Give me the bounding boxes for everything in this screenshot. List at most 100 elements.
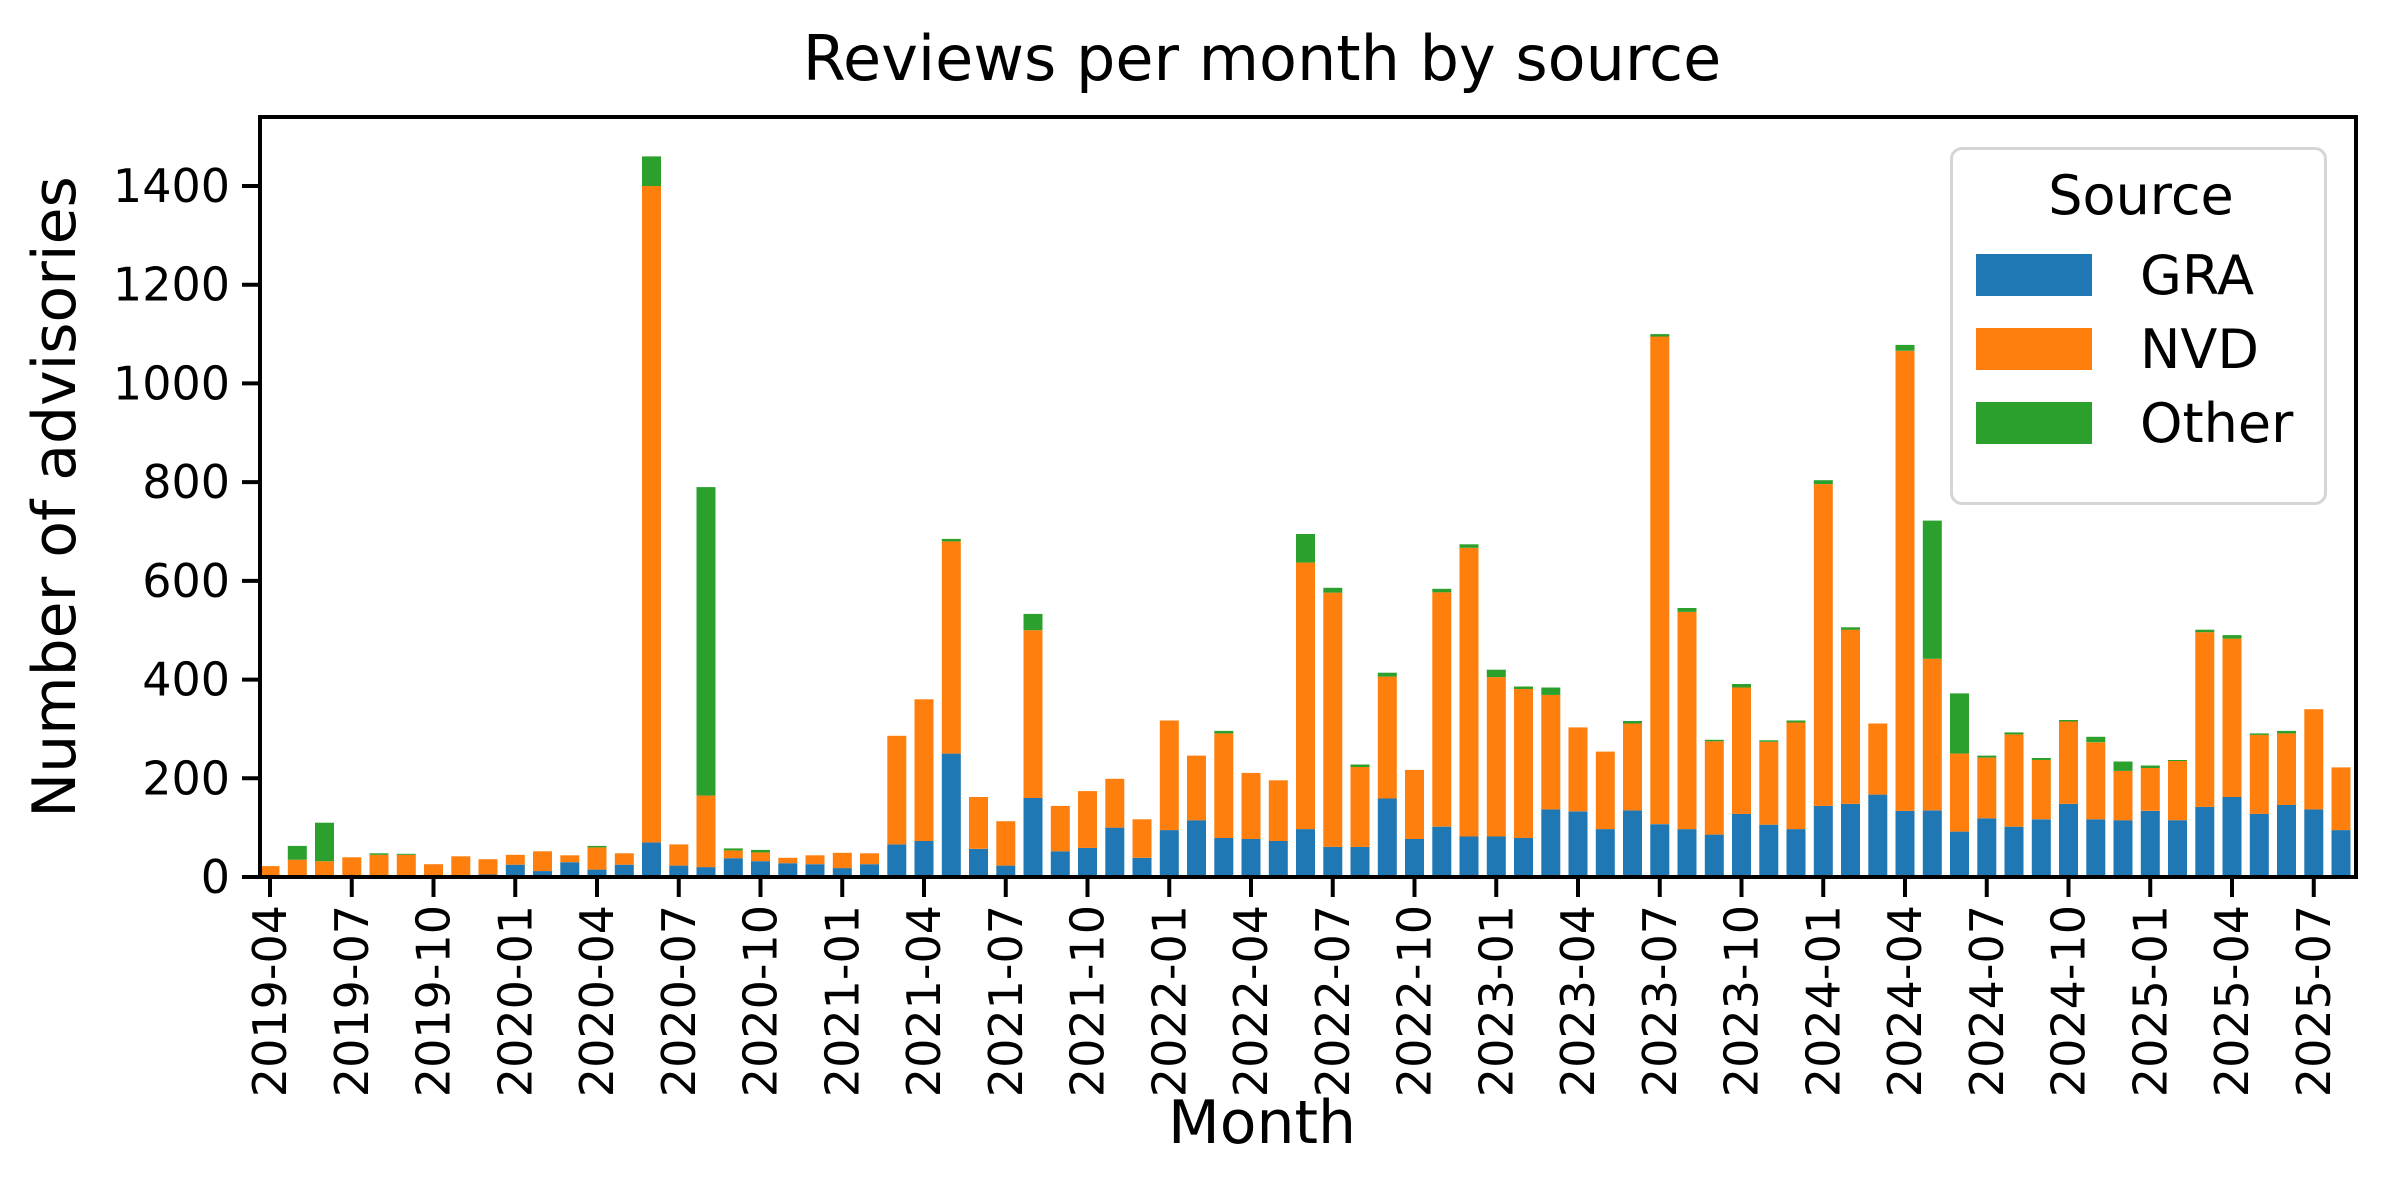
bar-segment-nvd-2022-10 <box>1405 769 1424 839</box>
legend-item-other: Other <box>1976 392 2324 455</box>
x-tick-label: 2024-10 <box>2042 905 2096 1097</box>
bar-segment-nvd-2024-07 <box>1977 757 1997 819</box>
bar-segment-other-2023-03 <box>1541 687 1561 695</box>
legend-title: Source <box>2048 164 2234 227</box>
bar-segment-nvd-2022-03 <box>1214 733 1234 838</box>
bar-segment-nvd-2019-07 <box>342 857 362 877</box>
bar-segment-gra-2024-05 <box>1922 810 1942 877</box>
x-tick-label: 2025-07 <box>2287 905 2341 1097</box>
bar-segment-nvd-2021-01 <box>832 852 852 869</box>
bar-segment-nvd-2019-11 <box>451 856 471 877</box>
bar-segment-nvd-2021-11 <box>1105 778 1125 828</box>
bar-segment-other-2023-09 <box>1704 739 1724 742</box>
bar-segment-nvd-2021-12 <box>1132 819 1152 858</box>
x-tick-label: 2024-01 <box>1796 905 1850 1097</box>
legend-swatch-nvd-icon <box>1976 328 2092 370</box>
bar-segment-gra-2020-09 <box>723 858 743 877</box>
bar-segment-other-2019-08 <box>369 853 389 855</box>
y-tick-label: 1200 <box>113 258 230 312</box>
bar-segment-gra-2020-08 <box>696 867 716 877</box>
bar-segment-gra-2022-05 <box>1268 841 1288 877</box>
x-tick-label: 2023-04 <box>1551 905 1605 1097</box>
x-tick-label: 2023-10 <box>1715 905 1769 1097</box>
bar-segment-nvd-2020-09 <box>723 850 743 859</box>
bar-segment-gra-2025-01 <box>2140 810 2160 877</box>
x-tick-label: 2019-10 <box>407 905 461 1097</box>
x-tick-label: 2021-04 <box>897 905 951 1097</box>
bar-segment-gra-2023-08 <box>1677 829 1697 877</box>
bar-segment-gra-2020-11 <box>778 863 798 877</box>
x-tick-label: 2019-04 <box>243 905 297 1097</box>
bar-segment-gra-2021-01 <box>832 868 852 877</box>
bar-segment-nvd-2025-06 <box>2277 733 2296 805</box>
bar-segment-gra-2024-07 <box>1977 818 1997 877</box>
bar-segment-gra-2023-06 <box>1623 810 1642 877</box>
bar-segment-gra-2021-02 <box>860 864 879 877</box>
bar-segment-gra-2025-03 <box>2195 806 2215 877</box>
bar-segment-nvd-2023-11 <box>1759 741 1779 825</box>
bar-segment-nvd-2021-09 <box>1050 805 1070 852</box>
x-tick-label: 2020-04 <box>570 905 624 1097</box>
bar-segment-gra-2023-11 <box>1759 824 1779 877</box>
bar-segment-other-2025-06 <box>2277 730 2296 734</box>
bar-segment-other-2024-05 <box>1922 520 1942 659</box>
bar-segment-nvd-2020-01 <box>505 854 525 865</box>
bar-segment-other-2023-08 <box>1677 608 1697 612</box>
bar-segment-gra-2023-04 <box>1568 811 1588 877</box>
bar-segment-nvd-2023-08 <box>1677 612 1697 830</box>
bar-segment-gra-2022-12 <box>1459 836 1479 877</box>
bar-segment-nvd-2023-01 <box>1486 677 1506 837</box>
bar-segment-nvd-2020-11 <box>778 857 798 864</box>
bar-segment-other-2021-05 <box>941 538 961 542</box>
bar-segment-gra-2025-08 <box>2331 830 2351 877</box>
x-tick-label: 2020-01 <box>488 905 542 1097</box>
bar-segment-other-2022-06 <box>1296 534 1315 563</box>
bar-segment-nvd-2024-01 <box>1813 484 1833 806</box>
bar-segment-gra-2025-04 <box>2222 797 2242 877</box>
bar-segment-nvd-2019-08 <box>369 854 389 877</box>
bar-segment-nvd-2023-10 <box>1732 687 1751 814</box>
x-tick-label: 2022-07 <box>1306 905 1360 1097</box>
y-tick-label: 200 <box>142 751 230 805</box>
bar-segment-gra-2024-02 <box>1841 804 1860 877</box>
bar-segment-nvd-2024-03 <box>1868 723 1888 795</box>
bar-segment-other-2024-07 <box>1977 755 1997 758</box>
bar-segment-nvd-2021-02 <box>860 853 879 865</box>
x-tick-label: 2025-01 <box>2123 905 2177 1097</box>
bar-segment-other-2020-04 <box>587 845 607 848</box>
bar-segment-other-2025-02 <box>2168 760 2187 761</box>
bar-segment-gra-2024-01 <box>1813 805 1833 877</box>
bar-segment-nvd-2024-04 <box>1895 350 1915 811</box>
bar-segment-nvd-2021-08 <box>1023 630 1043 798</box>
bar-segment-gra-2020-01 <box>505 864 525 877</box>
bar-segment-other-2023-10 <box>1732 684 1751 688</box>
bar-segment-gra-2022-01 <box>1159 830 1179 877</box>
bar-segment-gra-2023-01 <box>1486 836 1506 877</box>
bar-segment-nvd-2023-04 <box>1568 727 1588 812</box>
bar-segment-other-2023-12 <box>1786 720 1806 723</box>
x-tick-label: 2022-01 <box>1142 905 1196 1097</box>
bar-segment-nvd-2022-07 <box>1323 592 1343 847</box>
bar-segment-nvd-2020-02 <box>533 851 552 871</box>
bar-segment-nvd-2025-03 <box>2195 632 2215 807</box>
bar-segment-other-2023-01 <box>1486 669 1506 678</box>
bar-segment-nvd-2023-02 <box>1514 688 1533 838</box>
bar-segment-nvd-2020-05 <box>614 853 634 865</box>
bar-segment-nvd-2024-05 <box>1922 658 1942 811</box>
bar-segment-nvd-2020-12 <box>805 855 825 865</box>
y-tick-label: 0 <box>201 850 230 904</box>
bar-segment-other-2021-08 <box>1023 613 1043 631</box>
legend-label-other: Other <box>2140 391 2294 455</box>
bar-segment-gra-2021-03 <box>887 844 907 877</box>
bar-segment-nvd-2020-07 <box>669 844 689 866</box>
bar-segment-gra-2023-12 <box>1786 829 1806 877</box>
bar-segment-gra-2021-10 <box>1078 847 1097 877</box>
bar-segment-nvd-2024-11 <box>2086 742 2106 820</box>
x-tick-label: 2024-07 <box>1960 905 2014 1097</box>
bar-segment-nvd-2023-09 <box>1704 741 1724 835</box>
bar-segment-gra-2024-10 <box>2059 804 2078 877</box>
bar-segment-nvd-2020-08 <box>696 795 716 868</box>
bar-segment-other-2024-11 <box>2086 736 2106 743</box>
